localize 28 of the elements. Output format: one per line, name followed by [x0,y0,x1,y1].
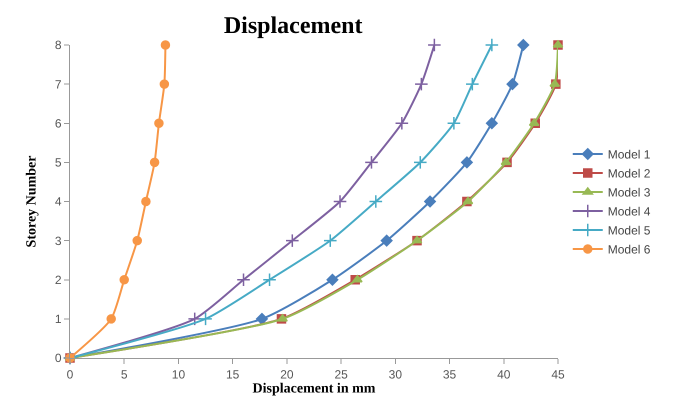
legend-label: Model 4 [608,204,651,219]
x-tick-label: 30 [388,367,402,382]
chart-title: Displacement [224,13,362,39]
x-tick-label: 0 [66,367,74,382]
y-tick-label: 2 [54,272,62,287]
y-tick-label: 4 [54,194,62,209]
x-tick-label: 35 [442,367,457,382]
legend-label: Model 1 [608,148,651,162]
x-tick-label: 40 [497,367,511,382]
y-tick-label: 0 [54,351,62,366]
y-tick-label: 7 [54,77,62,92]
legend-label: Model 2 [608,166,651,181]
y-tick-label: 5 [54,156,62,170]
y-tick-label: 1 [54,312,62,326]
y-axis-title: Storey Number [24,156,40,248]
x-tick-label: 5 [120,367,128,382]
y-tick-label: 3 [54,234,62,248]
x-tick-label: 15 [226,367,240,382]
x-tick-label: 20 [280,367,294,382]
x-tick-label: 10 [172,367,186,382]
x-axis-title: Displacement in mm [252,382,376,397]
y-tick-label: 8 [54,38,62,52]
legend-label: Model 6 [608,242,651,257]
x-tick-label: 25 [334,367,348,382]
legend-label: Model 3 [608,186,651,200]
legend-label: Model 5 [608,224,651,238]
x-tick-label: 45 [551,367,565,382]
y-tick-label: 6 [54,116,62,130]
